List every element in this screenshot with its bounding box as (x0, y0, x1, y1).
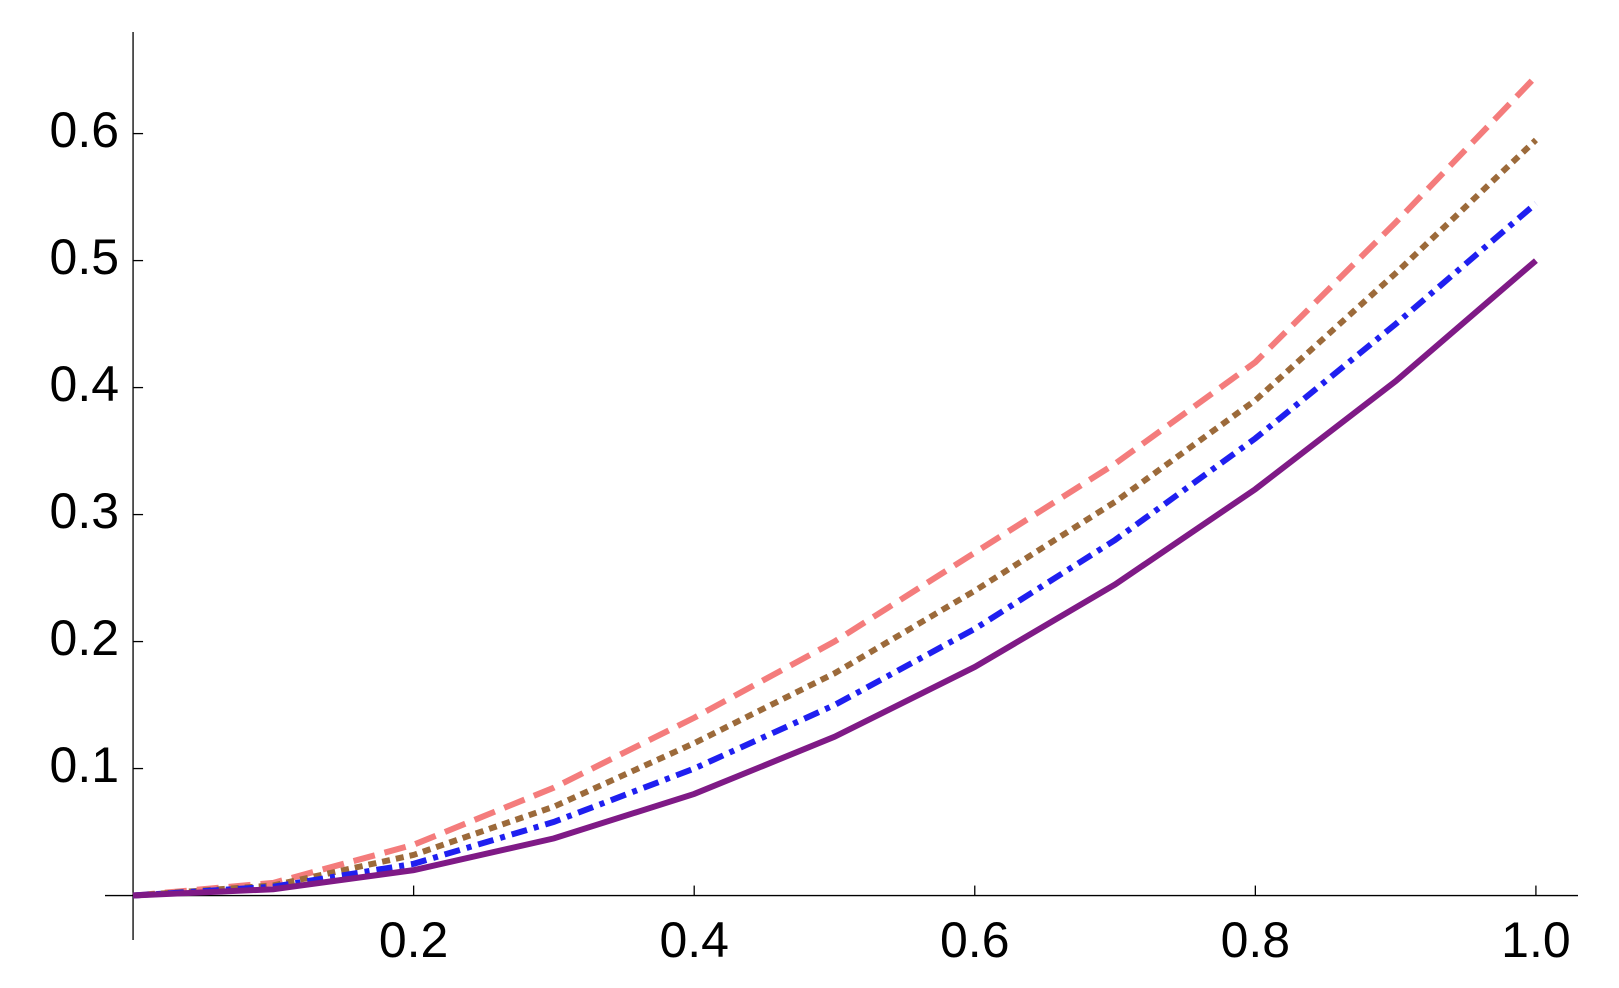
series-line (132, 258, 1538, 899)
y-tick-label: 0.1 (50, 737, 120, 793)
y-tick-label: 0.2 (50, 610, 120, 666)
x-tick-label: 0.2 (379, 912, 449, 968)
y-tick-label: 0.3 (50, 483, 120, 539)
x-tick-label: 1.0 (1501, 912, 1571, 968)
y-tick-label: 0.5 (50, 229, 120, 285)
y-tick-label: 0.6 (50, 102, 120, 158)
series-line (132, 201, 1538, 899)
series-line (132, 137, 1538, 899)
x-tick-label: 0.6 (940, 912, 1010, 968)
x-tick-label: 0.4 (659, 912, 729, 968)
x-tick-label: 0.8 (1221, 912, 1291, 968)
y-tick-label: 0.4 (50, 356, 120, 412)
series-line (132, 74, 1539, 899)
